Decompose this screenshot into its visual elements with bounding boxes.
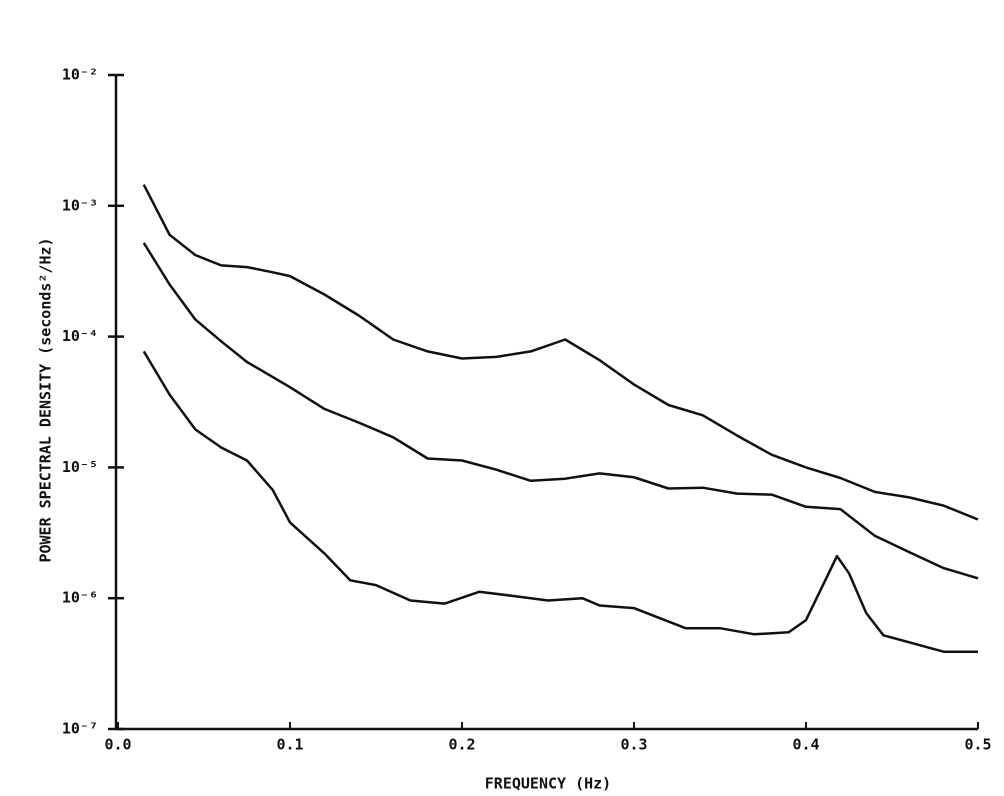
- x-tick-label: 0.2: [448, 736, 475, 754]
- y-axis-label: POWER SPECTRAL DENSITY (seconds²/Hz): [37, 237, 55, 562]
- y-tick-label: 10⁻⁷: [62, 720, 98, 738]
- x-tick-label: 0.3: [620, 736, 647, 754]
- y-tick-label: 10⁻⁶: [62, 589, 98, 607]
- x-axis-label: FREQUENCY (Hz): [485, 775, 611, 793]
- x-tick-label: 0.1: [276, 736, 303, 754]
- y-tick-label: 10⁻⁴: [62, 327, 98, 345]
- series-line: [142, 242, 979, 580]
- y-tick-label: 10⁻²: [62, 66, 98, 84]
- series-line: [142, 350, 978, 653]
- y-tick-label: 10⁻⁵: [62, 458, 98, 476]
- x-tick-label: 0.5: [964, 736, 991, 754]
- y-tick-label: 10⁻³: [62, 196, 98, 214]
- series-line: [142, 184, 979, 521]
- x-tick-label: 0.0: [104, 736, 131, 754]
- x-tick-label: 0.4: [792, 736, 819, 754]
